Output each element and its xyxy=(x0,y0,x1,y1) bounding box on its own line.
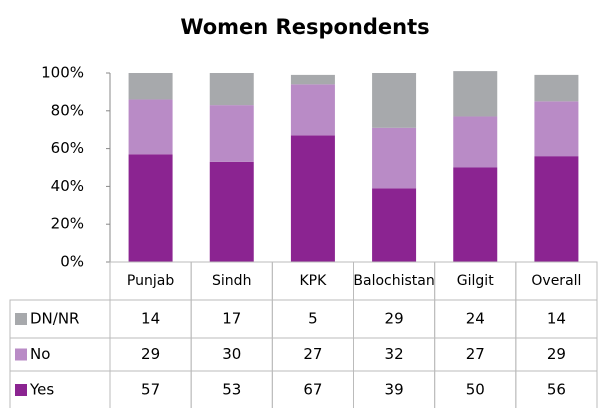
bar-segment xyxy=(209,161,254,262)
bar-segment xyxy=(290,74,335,85)
x-tick-label: Sindh xyxy=(212,273,251,289)
legend-label: DN/NR xyxy=(30,310,79,328)
bar-segment xyxy=(209,105,254,162)
table-value: 14 xyxy=(547,310,566,328)
table-value: 29 xyxy=(547,345,566,363)
table-value: 67 xyxy=(303,381,322,399)
table-value: 50 xyxy=(466,381,485,399)
table-value: 27 xyxy=(466,345,485,363)
table-value: 57 xyxy=(141,381,160,399)
table-value: 5 xyxy=(308,310,318,328)
bar-segment xyxy=(453,167,498,262)
bar-segment xyxy=(128,73,173,100)
legend-swatch xyxy=(15,313,27,325)
bar-segment xyxy=(128,99,173,155)
bar-segment xyxy=(534,156,579,262)
bar-segment xyxy=(209,73,254,106)
legend-swatch xyxy=(15,384,27,396)
table-cell xyxy=(515,370,598,408)
table-value: 14 xyxy=(141,310,160,328)
table-value: 29 xyxy=(385,310,404,328)
table-value: 24 xyxy=(466,310,485,328)
bar-segment xyxy=(290,135,335,262)
table-value: 29 xyxy=(141,345,160,363)
table-value: 17 xyxy=(222,310,241,328)
y-tick-label: 20% xyxy=(51,215,84,233)
bar-segment xyxy=(372,127,417,189)
y-tick-label: 0% xyxy=(60,253,84,271)
x-tick-label: Balochistan xyxy=(353,273,434,289)
table-value: 30 xyxy=(222,345,241,363)
bar-segment xyxy=(534,74,579,102)
table-value: 32 xyxy=(385,345,404,363)
chart-title: Women Respondents xyxy=(180,15,429,39)
bar-segment xyxy=(372,188,417,262)
legend-label: No xyxy=(30,345,50,363)
legend-label: Yes xyxy=(29,381,54,399)
bar-segment xyxy=(453,116,498,168)
y-tick-label: 100% xyxy=(41,64,84,82)
y-tick-label: 40% xyxy=(51,177,84,195)
table-value: 53 xyxy=(222,381,241,399)
x-tick-label: Gilgit xyxy=(457,273,494,289)
legend-swatch xyxy=(15,348,27,361)
bar-segment xyxy=(128,154,173,262)
bar-segment xyxy=(372,73,417,128)
table-value: 39 xyxy=(385,381,404,399)
bar-segment xyxy=(534,101,579,157)
x-tick-label: KPK xyxy=(300,273,328,289)
x-tick-label: Overall xyxy=(531,273,581,289)
table-value: 27 xyxy=(303,345,322,363)
y-tick-label: 60% xyxy=(51,139,84,157)
bar-segment xyxy=(453,71,498,117)
table-value: 56 xyxy=(547,381,566,399)
bar-segment xyxy=(290,84,335,136)
y-tick-label: 80% xyxy=(51,101,84,119)
x-tick-label: Punjab xyxy=(127,273,174,289)
